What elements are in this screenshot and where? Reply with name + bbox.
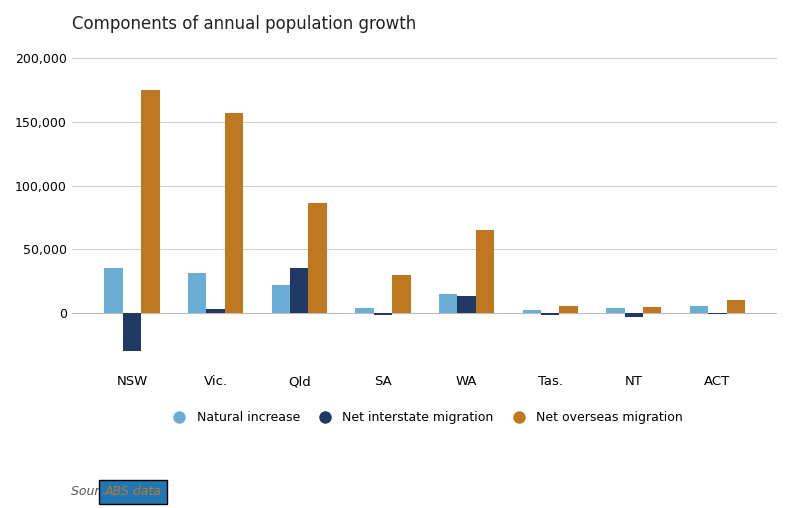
Bar xyxy=(559,306,577,313)
Bar xyxy=(356,308,374,313)
Bar xyxy=(225,113,243,313)
Bar xyxy=(290,268,309,313)
Bar xyxy=(439,294,457,313)
Bar xyxy=(625,313,643,317)
Bar xyxy=(457,296,476,313)
Text: Source:: Source: xyxy=(71,485,123,498)
Bar xyxy=(523,310,541,313)
Bar xyxy=(207,309,225,313)
Bar xyxy=(476,230,494,313)
Bar xyxy=(272,285,290,313)
Bar xyxy=(141,90,160,313)
Bar xyxy=(690,306,708,313)
Bar xyxy=(374,313,392,315)
Text: ABS data: ABS data xyxy=(105,485,162,498)
Bar xyxy=(606,308,625,313)
Bar xyxy=(643,307,661,313)
Bar xyxy=(105,268,123,313)
Bar xyxy=(708,313,726,314)
Legend: Natural increase, Net interstate migration, Net overseas migration: Natural increase, Net interstate migrati… xyxy=(162,406,687,429)
Text: Components of annual population growth: Components of annual population growth xyxy=(72,15,417,33)
Bar xyxy=(392,275,410,313)
Bar xyxy=(123,313,141,351)
Bar xyxy=(726,300,745,313)
Bar xyxy=(188,273,207,313)
Bar xyxy=(541,313,559,315)
Bar xyxy=(309,204,327,313)
